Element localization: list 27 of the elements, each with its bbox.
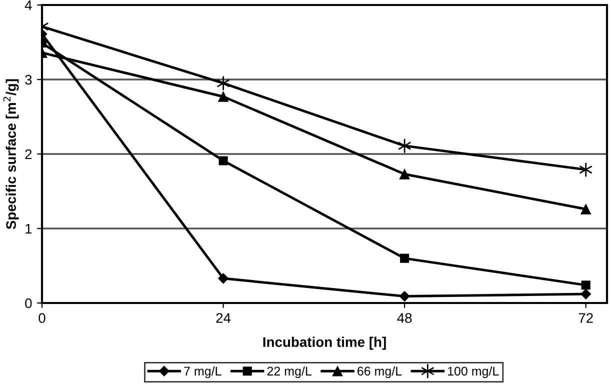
point: [216, 76, 230, 91]
point: [398, 138, 412, 154]
y-tick-label: 4: [24, 0, 32, 10]
x-axis-title: Incubation time [h]: [263, 336, 386, 350]
legend-label: 100 mg/L: [448, 366, 499, 378]
point: [580, 204, 592, 214]
point: [400, 254, 410, 263]
x-tick-label: 24: [216, 313, 231, 323]
y-tick-label: 3: [25, 74, 32, 85]
x-tick-label: 48: [397, 313, 412, 323]
x-tick-label: 0: [38, 313, 46, 323]
y-tick-label: 0: [25, 298, 32, 308]
y-tick-label: 2: [25, 149, 32, 160]
point: [218, 91, 228, 102]
point: [579, 162, 593, 178]
point: [218, 273, 229, 284]
y-tick-label: 1: [26, 224, 32, 234]
point: [218, 156, 228, 166]
legend-label: 7 mg/L: [184, 366, 222, 378]
point: [580, 288, 592, 300]
point: [399, 168, 410, 180]
point: [399, 291, 410, 302]
y-axis-title: Specific surface [m$^{2}$/g]: [3, 79, 19, 230]
legend-label: 22 mg/L: [267, 366, 312, 378]
point: [581, 280, 590, 290]
legend-label: 66 mg/L: [358, 366, 402, 378]
x-tick-label: 72: [578, 313, 593, 323]
